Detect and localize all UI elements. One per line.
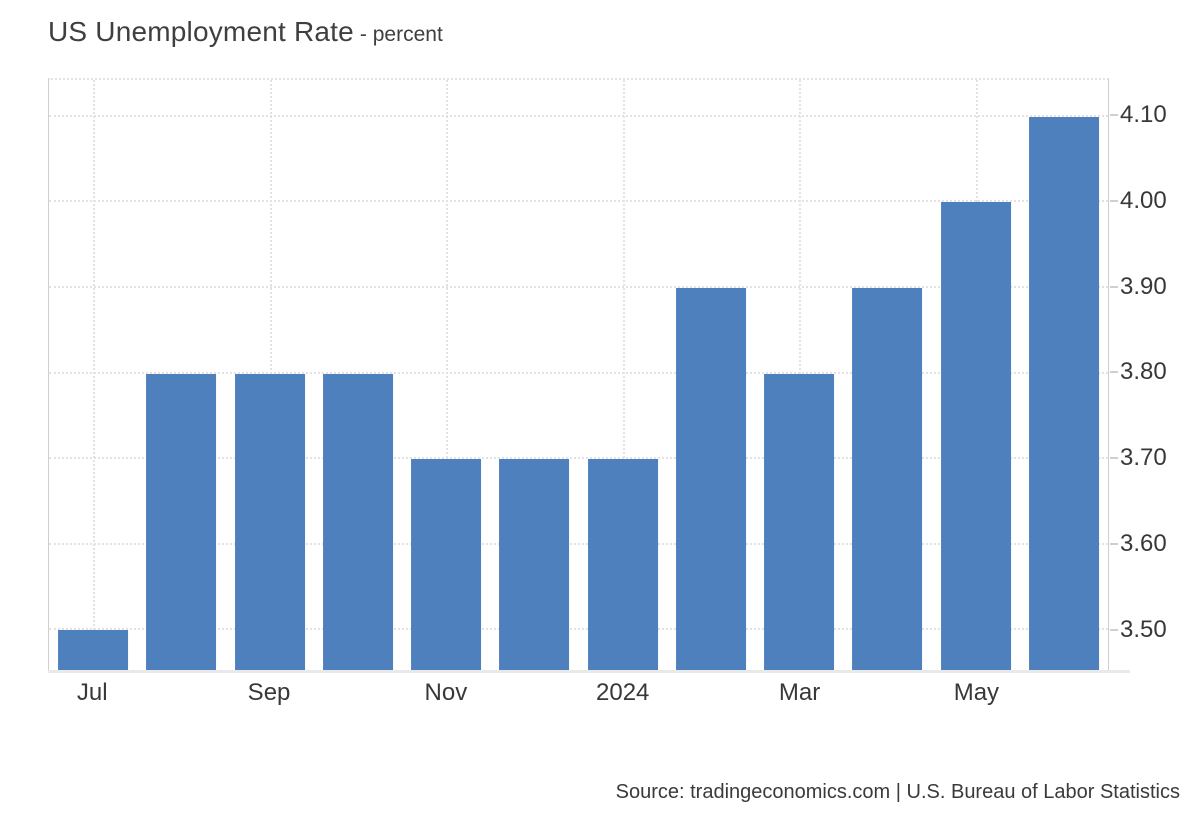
x-tick-label-jul: Jul xyxy=(76,679,108,706)
y-axis-tick xyxy=(1110,543,1118,546)
bar-aug-2023[interactable] xyxy=(146,373,217,670)
chart-header: US Unemployment Rate - percent xyxy=(48,16,443,48)
y-tick-label-3.50: 3.50 xyxy=(1120,616,1167,644)
y-tick-label-4.10: 4.10 xyxy=(1120,100,1167,128)
y-tick-label-3.70: 3.70 xyxy=(1120,444,1167,472)
x-tick-label-sep: Sep xyxy=(247,679,291,706)
gridline-y-3.90 xyxy=(49,285,1108,288)
y-tick-label-4.00: 4.00 xyxy=(1120,186,1167,214)
gridline-x-jul xyxy=(93,80,96,670)
bar-nov-2023[interactable] xyxy=(411,459,482,670)
x-tick-label-2024: 2024 xyxy=(596,679,650,706)
bar-sep-2023[interactable] xyxy=(234,373,305,670)
gridline-x-nov xyxy=(446,80,449,670)
gridline-y-3.70 xyxy=(49,457,1108,460)
y-axis-tick xyxy=(1110,371,1118,374)
gridline-y-3.50 xyxy=(49,628,1108,631)
bar-apr-2024[interactable] xyxy=(852,287,923,670)
gridline-y-3.80 xyxy=(49,371,1108,374)
y-tick-label-3.80: 3.80 xyxy=(1120,358,1167,386)
gridline-y-4.10 xyxy=(49,114,1108,117)
y-tick-label-3.60: 3.60 xyxy=(1120,530,1167,558)
y-axis-tick xyxy=(1110,285,1118,288)
bar-dec-2023[interactable] xyxy=(499,459,570,670)
x-axis-line xyxy=(48,670,1130,673)
y-tick-label-3.90: 3.90 xyxy=(1120,272,1167,300)
gridline-y-4.00 xyxy=(49,200,1108,203)
gridline-y-3.60 xyxy=(49,542,1108,545)
source-attribution: Source: tradingeconomics.com | U.S. Bure… xyxy=(615,781,1180,803)
y-axis-tick xyxy=(1110,113,1118,116)
bar-may-2024[interactable] xyxy=(940,202,1011,670)
x-tick-label-nov: Nov xyxy=(424,679,468,706)
bar-oct-2023[interactable] xyxy=(322,373,393,670)
page-title: US Unemployment Rate xyxy=(48,16,354,47)
y-axis-tick xyxy=(1110,629,1118,632)
x-tick-label-may: May xyxy=(953,679,1000,706)
bar-chart-plot-area[interactable] xyxy=(48,78,1109,670)
bar-jan-2024[interactable] xyxy=(587,459,658,670)
chart-unit-subtitle: - percent xyxy=(359,23,443,46)
x-tick-label-mar: Mar xyxy=(778,679,821,706)
bar-jun-2024[interactable] xyxy=(1028,116,1099,670)
bar-feb-2024[interactable] xyxy=(675,287,746,670)
y-axis-tick xyxy=(1110,199,1118,202)
bar-jul-2023[interactable] xyxy=(58,630,129,670)
y-axis-tick xyxy=(1110,457,1118,460)
bar-mar-2024[interactable] xyxy=(764,373,835,670)
gridline-x-2024 xyxy=(622,80,625,670)
